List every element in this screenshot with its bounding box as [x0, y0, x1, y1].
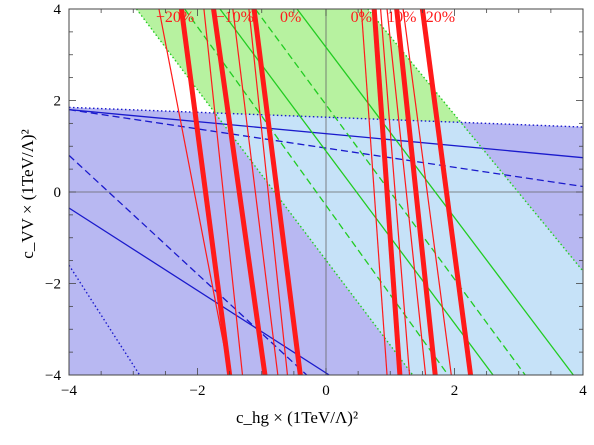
- percent-annotations: −20% −10% 0% 0% 10% 20%: [156, 9, 455, 26]
- x-tick-label: −4: [61, 383, 77, 399]
- y-axis-label: c_VV × (1TeV/Λ)²: [18, 129, 37, 259]
- series-red-thin-21: [248, 9, 289, 375]
- series-red-thick-13: [211, 9, 268, 375]
- annotation-label-4: 10%: [387, 9, 416, 26]
- series-red-thick-15: [371, 9, 403, 375]
- series-red-thin-20: [232, 9, 279, 375]
- series-green-dotted-6: [135, 9, 414, 375]
- series-red-thin-25: [402, 9, 452, 375]
- annotation-label-0: −20%: [156, 9, 194, 26]
- y-tick-label: −4: [45, 368, 61, 384]
- tick-labels: −4 −2 0 2 4 −4 −2 0 2 4: [45, 2, 587, 399]
- series-red-thick-16: [394, 9, 438, 375]
- x-tick-label: 0: [322, 383, 330, 399]
- y-tick-label: 0: [54, 185, 62, 201]
- series-red-thin-18: [158, 9, 231, 375]
- tick-marks: [68, 8, 584, 376]
- series-red-thin-19: [203, 9, 244, 375]
- series-lines: [69, 9, 583, 375]
- x-axis-label: c_hg × (1TeV/Λ)²: [235, 408, 359, 427]
- series-blue-dotted-5: [69, 264, 141, 375]
- annotation-label-5: 20%: [426, 9, 455, 26]
- x-tick-label: 4: [579, 383, 587, 399]
- series-blue-dotted-4: [69, 106, 583, 128]
- zero-axes: [69, 9, 583, 375]
- series-red-thin-22: [360, 9, 388, 375]
- x-tick-label: −2: [190, 383, 206, 399]
- series-blue-solid-0: [69, 109, 583, 159]
- annotation-label-2: 0%: [280, 9, 301, 26]
- series-red-thick-12: [178, 9, 233, 375]
- series-red-thick-17: [419, 9, 474, 375]
- annotation-label-3: 0%: [351, 9, 372, 26]
- annotation-label-1: −10%: [216, 9, 254, 26]
- series-green-solid-8: [219, 9, 494, 375]
- series-blue-solid-3: [69, 207, 330, 375]
- series-red-thick-14: [251, 9, 303, 375]
- series-red-thin-24: [386, 9, 427, 375]
- x-tick-label: 2: [451, 383, 459, 399]
- series-blue-dashed-1: [69, 109, 583, 188]
- series-red-thin-23: [380, 9, 411, 375]
- series-green-solid-9: [296, 9, 574, 375]
- y-tick-label: 4: [54, 2, 62, 18]
- y-tick-label: −2: [45, 277, 61, 293]
- series-green-dashed-10: [254, 9, 526, 375]
- y-tick-label: 2: [54, 94, 62, 110]
- series-blue-dashed-2: [69, 154, 308, 375]
